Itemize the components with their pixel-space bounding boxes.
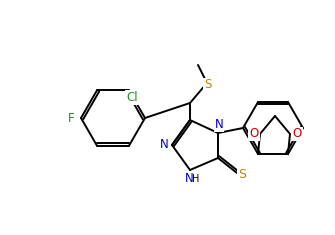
Text: S: S	[238, 168, 246, 180]
Text: O: O	[249, 127, 259, 141]
Text: N: N	[215, 118, 223, 132]
Text: N: N	[185, 172, 193, 184]
Text: H: H	[192, 174, 200, 184]
Text: Cl: Cl	[126, 91, 138, 104]
Text: O: O	[292, 127, 302, 141]
Text: S: S	[204, 78, 212, 91]
Text: F: F	[68, 111, 74, 125]
Text: N: N	[159, 138, 169, 152]
